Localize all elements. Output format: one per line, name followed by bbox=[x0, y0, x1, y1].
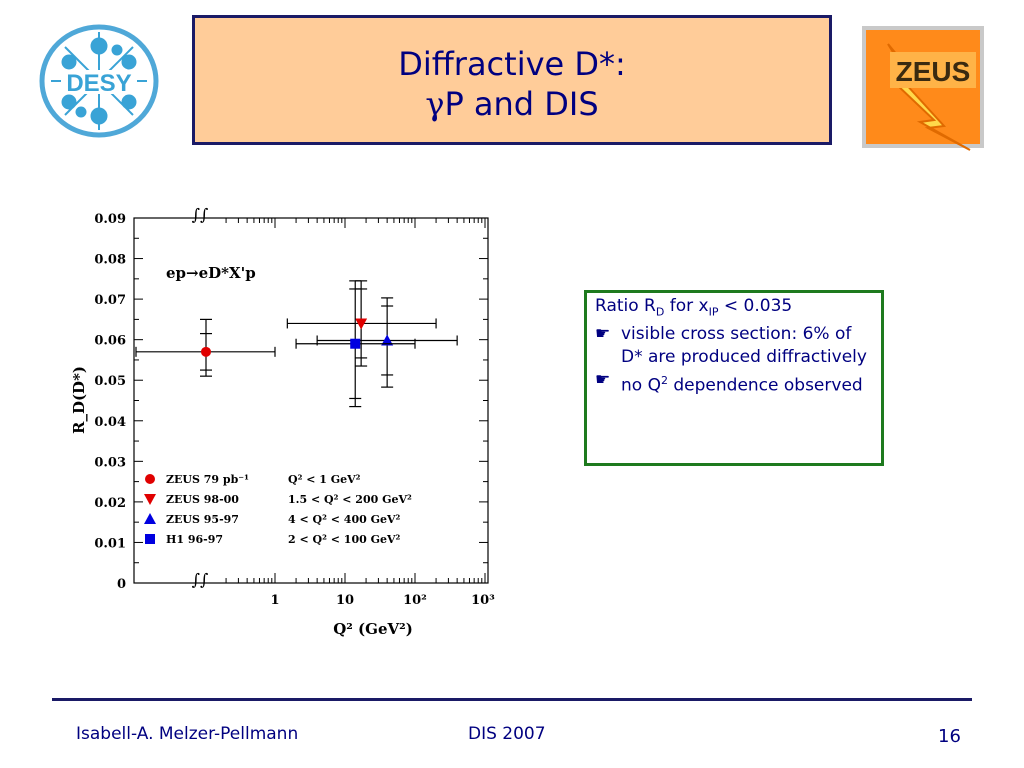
legend-marker bbox=[145, 474, 155, 484]
legend-range: 1.5 < Q² < 200 GeV² bbox=[288, 493, 412, 506]
info-ratio-sub-ip: IP bbox=[708, 305, 719, 319]
data-point-square bbox=[350, 338, 361, 349]
title-gamma: γ bbox=[425, 85, 445, 123]
footer-author: Isabell-A. Melzer-Pellmann bbox=[76, 724, 299, 744]
axis-break-top: ∫∫ bbox=[192, 205, 209, 224]
legend-marker bbox=[144, 494, 156, 505]
desy-logo: DESY bbox=[39, 24, 159, 138]
legend-range: Q² < 1 GeV² bbox=[288, 473, 361, 486]
legend-range: 2 < Q² < 100 GeV² bbox=[288, 533, 401, 546]
zeus-logo-text: ZEUS bbox=[896, 56, 971, 87]
info-item-2-sup: 2 bbox=[660, 374, 668, 388]
page-number: 16 bbox=[938, 726, 961, 747]
info-ratio-r: Ratio R bbox=[595, 296, 656, 316]
legend-range: 4 < Q² < 400 GeV² bbox=[288, 513, 401, 526]
legend-label: ZEUS 95-97 bbox=[166, 513, 239, 526]
y-tick-label: 0.02 bbox=[94, 496, 126, 511]
zeus-logo: ZEUS bbox=[862, 26, 984, 151]
title-line-1: Diffractive D*: bbox=[398, 45, 626, 83]
legend-marker bbox=[144, 513, 156, 524]
data-point-triangle-down bbox=[355, 318, 368, 330]
x-tick-label: 1 bbox=[270, 593, 279, 608]
y-tick-label: 0.03 bbox=[94, 455, 126, 470]
footer-conference: DIS 2007 bbox=[468, 724, 546, 744]
y-tick-label: 0.01 bbox=[94, 536, 126, 551]
slide-title: Diffractive D*: γP and DIS bbox=[192, 15, 832, 145]
reaction-annotation: ep→eD*X'p bbox=[166, 264, 256, 282]
info-item-2: ☛ no Q2 dependence observed bbox=[595, 369, 873, 398]
y-axis-label: R_D(D*) bbox=[70, 366, 88, 434]
info-item-1: ☛ visible cross section: 6% of D* are pr… bbox=[595, 323, 873, 369]
info-box: Ratio RD for xIP < 0.035 ☛ visible cross… bbox=[584, 290, 884, 466]
x-tick-label: 10² bbox=[403, 593, 427, 608]
info-item-1-text: visible cross section: 6% of D* are prod… bbox=[621, 324, 867, 368]
pointing-hand-icon: ☛ bbox=[595, 370, 611, 391]
data-point-triangle-up bbox=[381, 334, 394, 346]
title-line-2-text: P and DIS bbox=[444, 85, 599, 123]
info-item-2-q: no Q bbox=[621, 376, 661, 397]
legend-label: H1 96-97 bbox=[166, 533, 223, 546]
y-tick-label: 0.06 bbox=[94, 334, 126, 349]
legend-marker bbox=[145, 534, 155, 544]
y-tick-label: 0.04 bbox=[94, 415, 126, 430]
x-tick-label: 10 bbox=[336, 593, 354, 608]
info-ratio-for-x: for x bbox=[664, 296, 709, 316]
y-tick-label: 0.05 bbox=[94, 374, 126, 389]
title-line-2: γP and DIS bbox=[195, 84, 829, 124]
y-tick-label: 0.08 bbox=[94, 253, 126, 268]
x-tick-label: 10³ bbox=[471, 593, 495, 608]
data-point-circle bbox=[201, 346, 211, 357]
info-ratio-line: Ratio RD for xIP < 0.035 bbox=[595, 295, 873, 323]
y-tick-label: 0.07 bbox=[94, 293, 126, 308]
y-tick-label: 0 bbox=[117, 577, 126, 592]
x-axis-label: Q² (GeV²) bbox=[333, 620, 413, 638]
info-ratio-value: < 0.035 bbox=[718, 296, 793, 316]
info-item-2-rest: dependence observed bbox=[667, 376, 863, 397]
info-item-2-text: no Q2 dependence observed bbox=[621, 369, 863, 398]
pointing-hand-icon: ☛ bbox=[595, 324, 611, 345]
legend-label: ZEUS 79 pb⁻¹ bbox=[166, 473, 249, 486]
footer-divider bbox=[52, 698, 972, 701]
info-ratio-sub-d: D bbox=[655, 305, 665, 319]
y-tick-label: 0.09 bbox=[94, 212, 126, 227]
legend-label: ZEUS 98-00 bbox=[166, 493, 239, 506]
axis-break-bottom: ∫∫ bbox=[192, 570, 209, 589]
desy-logo-text: DESY bbox=[66, 70, 131, 97]
rd-chart: 0 0.01 0.02 0.03 0.04 0.05 0.06 0.07 0.08 0.09 1 10… bbox=[70, 205, 495, 638]
